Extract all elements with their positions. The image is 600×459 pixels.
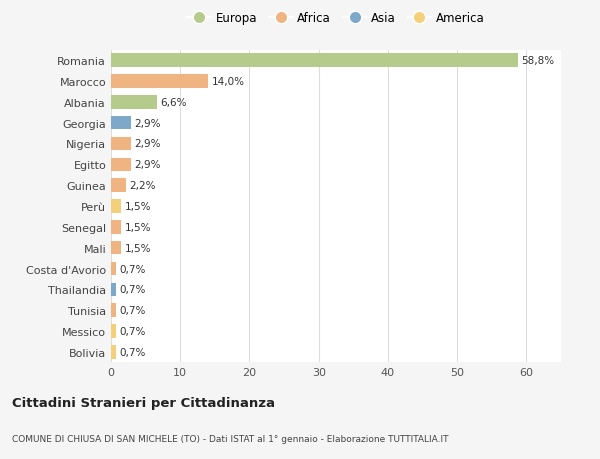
- Text: 0,7%: 0,7%: [119, 347, 146, 357]
- Bar: [111, 221, 121, 234]
- Bar: [111, 54, 518, 67]
- Text: 58,8%: 58,8%: [521, 56, 554, 66]
- Bar: [111, 200, 121, 213]
- Bar: [111, 283, 116, 297]
- Text: 0,7%: 0,7%: [119, 306, 146, 316]
- Bar: [111, 117, 131, 130]
- Bar: [111, 179, 126, 192]
- Bar: [111, 75, 208, 89]
- Text: 14,0%: 14,0%: [211, 77, 244, 87]
- Text: COMUNE DI CHIUSA DI SAN MICHELE (TO) - Dati ISTAT al 1° gennaio - Elaborazione T: COMUNE DI CHIUSA DI SAN MICHELE (TO) - D…: [12, 434, 449, 442]
- Text: 1,5%: 1,5%: [125, 222, 151, 232]
- Text: 2,9%: 2,9%: [134, 139, 161, 149]
- Text: 1,5%: 1,5%: [125, 243, 151, 253]
- Bar: [111, 241, 121, 255]
- Text: 0,7%: 0,7%: [119, 285, 146, 295]
- Legend: Europa, Africa, Asia, America: Europa, Africa, Asia, America: [185, 10, 487, 27]
- Text: 6,6%: 6,6%: [160, 97, 187, 107]
- Text: 2,2%: 2,2%: [130, 181, 156, 191]
- Text: 2,9%: 2,9%: [134, 160, 161, 170]
- Bar: [111, 96, 157, 109]
- Text: 2,9%: 2,9%: [134, 118, 161, 129]
- Text: Cittadini Stranieri per Cittadinanza: Cittadini Stranieri per Cittadinanza: [12, 396, 275, 409]
- Bar: [111, 325, 116, 338]
- Bar: [111, 158, 131, 172]
- Bar: [111, 262, 116, 276]
- Bar: [111, 346, 116, 359]
- Text: 0,7%: 0,7%: [119, 326, 146, 336]
- Bar: [111, 137, 131, 151]
- Text: 0,7%: 0,7%: [119, 264, 146, 274]
- Text: 1,5%: 1,5%: [125, 202, 151, 212]
- Bar: [111, 304, 116, 317]
